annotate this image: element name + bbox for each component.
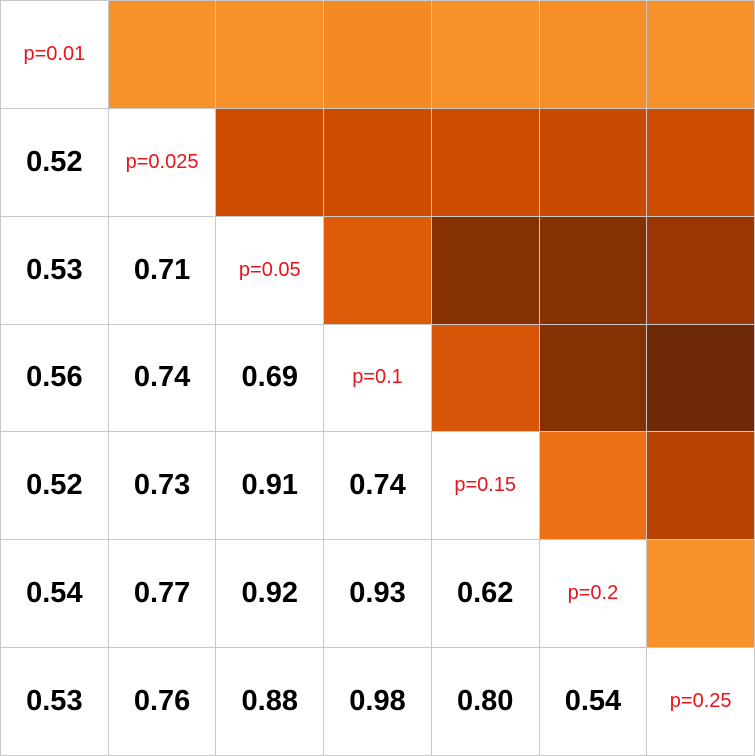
- value-cell: 0.74: [108, 324, 216, 432]
- diagonal-label: p=0.05: [216, 216, 324, 324]
- color-cell: [324, 216, 431, 324]
- color-cell: [431, 1, 539, 108]
- color-cell: [324, 1, 431, 108]
- value-cell: 0.91: [216, 432, 324, 540]
- value-cell: 0.76: [108, 648, 216, 755]
- value-cell: 0.52: [1, 432, 108, 540]
- diagonal-label: p=0.1: [324, 324, 431, 432]
- color-cell: [216, 1, 324, 108]
- value-cell: 0.53: [1, 648, 108, 755]
- color-cell: [539, 324, 647, 432]
- color-cell: [431, 108, 539, 216]
- value-cell: 0.93: [324, 540, 431, 648]
- value-cell: 0.92: [216, 540, 324, 648]
- color-cell: [539, 216, 647, 324]
- value-cell: 0.53: [1, 216, 108, 324]
- color-cell: [647, 1, 754, 108]
- value-cell: 0.69: [216, 324, 324, 432]
- color-cell: [647, 432, 754, 540]
- value-cell: 0.77: [108, 540, 216, 648]
- color-cell: [324, 108, 431, 216]
- color-cell: [539, 108, 647, 216]
- diagonal-label: p=0.15: [431, 432, 539, 540]
- value-cell: 0.80: [431, 648, 539, 755]
- value-cell: 0.54: [1, 540, 108, 648]
- color-cell: [539, 432, 647, 540]
- color-cell: [647, 324, 754, 432]
- color-cell: [216, 108, 324, 216]
- color-cell: [647, 216, 754, 324]
- value-cell: 0.74: [324, 432, 431, 540]
- diagonal-label: p=0.025: [108, 108, 216, 216]
- color-cell: [647, 540, 754, 648]
- color-cell: [647, 108, 754, 216]
- value-cell: 0.56: [1, 324, 108, 432]
- color-cell: [431, 216, 539, 324]
- diagonal-label: p=0.2: [539, 540, 647, 648]
- value-cell: 0.54: [539, 648, 647, 755]
- color-cell: [431, 324, 539, 432]
- value-cell: 0.98: [324, 648, 431, 755]
- diagonal-label: p=0.25: [647, 648, 754, 755]
- diagonal-label: p=0.01: [1, 1, 108, 108]
- value-cell: 0.73: [108, 432, 216, 540]
- color-cell: [539, 1, 647, 108]
- value-cell: 0.71: [108, 216, 216, 324]
- value-cell: 0.52: [1, 108, 108, 216]
- value-cell: 0.62: [431, 540, 539, 648]
- value-cell: 0.88: [216, 648, 324, 755]
- color-cell: [108, 1, 216, 108]
